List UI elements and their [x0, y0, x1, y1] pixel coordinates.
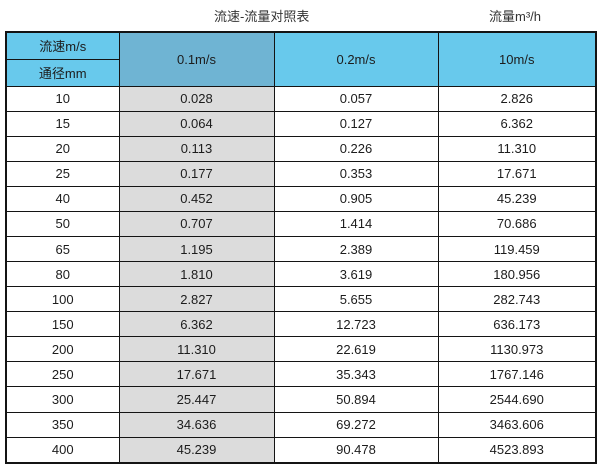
table-row: 80 1.810 3.619 180.956 [5, 261, 597, 288]
flow-value-cell: 0.057 [273, 85, 439, 112]
header-diameter-label: 通径mm [5, 58, 120, 87]
flow-value-cell: 2.827 [118, 286, 275, 313]
flow-value-cell: 0.905 [273, 185, 439, 212]
diameter-cell: 25 [5, 160, 120, 187]
flow-value-cell: 6.362 [118, 311, 275, 338]
table-row: 350 34.636 69.272 3463.606 [5, 411, 597, 438]
flow-value-cell: 5.655 [273, 286, 439, 313]
flow-value-cell: 282.743 [437, 286, 597, 313]
diameter-cell: 15 [5, 110, 120, 137]
flow-value-cell: 45.239 [118, 436, 275, 464]
flow-value-cell: 1.414 [273, 210, 439, 237]
header-col-0-1ms: 0.1m/s [118, 31, 275, 87]
flow-value-cell: 0.452 [118, 185, 275, 212]
flow-value-cell: 1130.973 [437, 336, 597, 363]
flow-value-cell: 50.894 [273, 386, 439, 413]
flow-value-cell: 0.707 [118, 210, 275, 237]
flow-value-cell: 119.459 [437, 235, 597, 263]
diameter-cell: 300 [5, 386, 120, 413]
table-row: 40 0.452 0.905 45.239 [5, 185, 597, 212]
diameter-cell: 65 [5, 235, 120, 263]
flow-value-cell: 69.272 [273, 411, 439, 438]
flow-value-cell: 3.619 [273, 261, 439, 288]
table-row: 400 45.239 90.478 4523.893 [5, 436, 597, 464]
table-row: 20 0.113 0.226 11.310 [5, 135, 597, 162]
table-row: 300 25.447 50.894 2544.690 [5, 386, 597, 413]
flow-value-cell: 12.723 [273, 311, 439, 338]
diameter-cell: 40 [5, 185, 120, 212]
flow-value-cell: 180.956 [437, 261, 597, 288]
flow-value-cell: 0.353 [273, 160, 439, 187]
header-row-top: 流速m/s 0.1m/s 0.2m/s 10m/s [5, 31, 597, 87]
flow-value-cell: 35.343 [273, 361, 439, 388]
flow-value-cell: 2.826 [437, 85, 597, 112]
flow-value-cell: 90.478 [273, 436, 439, 464]
diameter-cell: 400 [5, 436, 120, 464]
flow-value-cell: 17.671 [118, 361, 275, 388]
flow-value-cell: 17.671 [437, 160, 597, 187]
flow-value-cell: 636.173 [437, 311, 597, 338]
header-row-bottom: 通径mm [5, 58, 596, 87]
header-col-10ms: 10m/s [437, 31, 597, 87]
diameter-cell: 250 [5, 361, 120, 388]
flow-value-cell: 11.310 [118, 336, 275, 363]
flow-value-cell: 45.239 [437, 185, 597, 212]
header-col-0-2ms: 0.2m/s [273, 31, 439, 87]
diameter-cell: 50 [5, 210, 120, 237]
table-header: 流速m/s 0.1m/s 0.2m/s 10m/s 通径mm [5, 31, 597, 87]
flow-value-cell: 22.619 [273, 336, 439, 363]
diameter-cell: 80 [5, 261, 120, 288]
flow-value-cell: 11.310 [437, 135, 597, 162]
flow-value-cell: 70.686 [437, 210, 597, 237]
table-row: 15 0.064 0.127 6.362 [5, 110, 597, 137]
table-row: 50 0.707 1.414 70.686 [5, 210, 597, 237]
header-flow-speed-label: 流速m/s [5, 31, 120, 60]
flow-value-cell: 0.226 [273, 135, 439, 162]
table-row: 100 2.827 5.655 282.743 [5, 286, 597, 313]
flow-value-cell: 2.389 [273, 235, 439, 263]
diameter-cell: 20 [5, 135, 120, 162]
table-title: 流速-流量对照表 [214, 9, 310, 24]
table-body: 10 0.028 0.057 2.826 15 0.064 0.127 6.362 20 0.11… [5, 85, 597, 464]
flow-value-cell: 1.195 [118, 235, 275, 263]
table-row: 10 0.028 0.057 2.826 [5, 85, 597, 112]
flow-value-cell: 1.810 [118, 261, 275, 288]
flow-value-cell: 34.636 [118, 411, 275, 438]
diameter-cell: 150 [5, 311, 120, 338]
table-row: 25 0.177 0.353 17.671 [5, 160, 597, 187]
flow-value-cell: 6.362 [437, 110, 597, 137]
flow-value-cell: 1767.146 [437, 361, 597, 388]
flow-value-cell: 0.064 [118, 110, 275, 137]
flow-value-cell: 25.447 [118, 386, 275, 413]
flow-value-cell: 2544.690 [437, 386, 597, 413]
diameter-cell: 200 [5, 336, 120, 363]
flow-value-cell: 3463.606 [437, 411, 597, 438]
flow-value-cell: 0.177 [118, 160, 275, 187]
table-row: 150 6.362 12.723 636.173 [5, 311, 597, 338]
table-row: 250 17.671 35.343 1767.146 [5, 361, 597, 388]
flow-value-cell: 4523.893 [437, 436, 597, 464]
flow-value-cell: 0.127 [273, 110, 439, 137]
diameter-cell: 10 [5, 85, 120, 112]
flow-unit-label: 流量m³/h [489, 9, 542, 24]
flow-value-cell: 0.028 [118, 85, 275, 112]
diameter-cell: 100 [5, 286, 120, 313]
diameter-cell: 350 [5, 411, 120, 438]
table-row: 200 11.310 22.619 1130.973 [5, 336, 597, 363]
table-row: 65 1.195 2.389 119.459 [5, 235, 597, 263]
flow-rate-table: 流速m/s 0.1m/s 0.2m/s 10m/s 通径mm 10 0.028 0.… [5, 31, 597, 464]
flow-value-cell: 0.113 [118, 135, 275, 162]
